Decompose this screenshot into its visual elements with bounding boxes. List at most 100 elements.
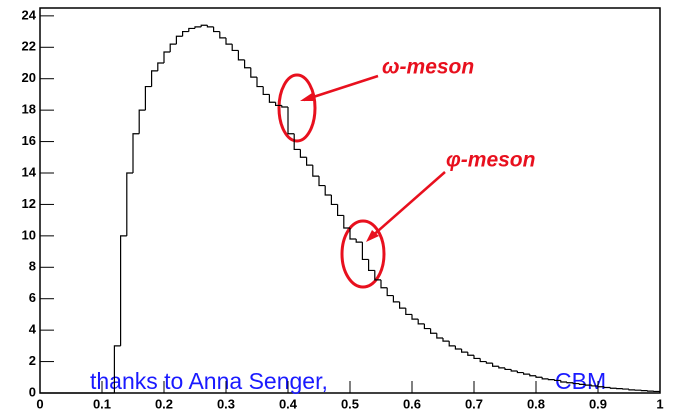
- histogram-bin: [467, 352, 474, 356]
- y-tick-label: 4: [29, 322, 37, 337]
- histogram-bin: [151, 70, 158, 87]
- histogram-bin: [448, 341, 456, 347]
- x-tick-label: 0.6: [403, 396, 421, 411]
- histogram-bin: [175, 35, 183, 45]
- histogram-bin: [578, 383, 586, 385]
- histogram-bin: [157, 62, 164, 71]
- histogram-bin: [479, 358, 487, 363]
- histogram-bin: [572, 382, 580, 385]
- histogram-bin: [349, 228, 357, 240]
- histogram-bin: [510, 369, 518, 372]
- histogram-bin: [188, 27, 195, 32]
- histogram-bin: [337, 204, 344, 217]
- x-tick-label: 1: [656, 396, 663, 411]
- histogram-bin: [312, 165, 319, 177]
- histogram-bin: [244, 59, 251, 69]
- histogram-bin: [585, 384, 592, 386]
- histogram-bin: [454, 345, 462, 350]
- histogram-bin: [529, 374, 536, 377]
- x-tick-label: 0.4: [279, 396, 298, 411]
- histogram-bin: [417, 319, 425, 325]
- histogram-bin: [138, 109, 146, 134]
- phi-arrow: [369, 171, 446, 239]
- x-tick-label: 0.2: [155, 396, 173, 411]
- histogram-bin: [399, 301, 406, 309]
- histogram-bin: [485, 361, 493, 364]
- y-tick-label: 16: [22, 133, 36, 148]
- histogram-bin: [120, 235, 127, 346]
- histogram-bin: [194, 26, 202, 29]
- histogram-bin: [268, 94, 276, 103]
- histogram-bin: [436, 333, 443, 339]
- histogram-bin: [169, 43, 177, 52]
- histogram-bin: [609, 387, 617, 389]
- histogram-bin: [498, 366, 505, 369]
- histogram-bin: [461, 349, 468, 353]
- histogram-bin: [256, 77, 264, 88]
- omega-arrowhead: [300, 93, 314, 101]
- histogram-bin: [281, 105, 288, 108]
- histogram-bin: [442, 338, 450, 342]
- phi-arrowhead: [366, 230, 379, 242]
- histogram-bin: [492, 363, 499, 367]
- histogram-bin: [405, 308, 412, 316]
- histogram-bin: [386, 287, 394, 297]
- histogram-bin: [411, 314, 419, 320]
- histogram-bin: [423, 323, 431, 330]
- y-tick-label: 0: [29, 384, 36, 399]
- histogram-bin: [566, 382, 574, 384]
- histogram-bin: [547, 378, 555, 381]
- histogram-bin: [287, 107, 295, 135]
- histogram-bin: [144, 85, 152, 111]
- omega-ellipse: [277, 73, 317, 143]
- histogram-bin: [380, 279, 388, 289]
- histogram-bin: [597, 385, 605, 388]
- histogram-bin: [523, 372, 530, 375]
- histogram-bin: [225, 37, 233, 45]
- histogram-bin: [504, 367, 512, 371]
- histogram-bin: [132, 133, 140, 173]
- histogram-bin: [473, 355, 481, 360]
- histogram-bin: [299, 149, 307, 158]
- x-tick-label: 0.9: [589, 396, 607, 411]
- y-tick-label: 10: [22, 227, 36, 242]
- histogram-bin: [113, 345, 121, 393]
- histogram-bin: [293, 133, 301, 151]
- histogram-bin: [591, 385, 598, 387]
- histogram-bin: [430, 328, 437, 334]
- y-tick-label: 2: [29, 353, 36, 368]
- histogram-bin: [361, 242, 369, 261]
- y-tick-label: 12: [22, 196, 36, 211]
- y-tick-label: 6: [29, 290, 36, 305]
- histogram-bin: [163, 51, 171, 63]
- histogram-bin: [318, 176, 326, 187]
- x-tick-label: 0.8: [527, 396, 545, 411]
- x-tick-label: 0: [36, 396, 43, 411]
- histogram-bin: [392, 295, 400, 303]
- y-tick-label: 20: [22, 70, 36, 85]
- x-tick-label: 0.7: [465, 396, 483, 411]
- histogram-bin: [250, 67, 257, 78]
- histogram-bin: [330, 195, 338, 206]
- x-tick-label: 0.3: [217, 396, 235, 411]
- y-tick-label: 18: [22, 102, 36, 117]
- histogram-bin: [535, 375, 543, 378]
- annotation: ω-meson: [382, 56, 474, 79]
- y-tick-label: 22: [22, 39, 36, 54]
- y-tick-label: 8: [29, 259, 36, 274]
- histogram-bin: [343, 215, 350, 229]
- x-tick-label: 0.1: [93, 396, 111, 411]
- histogram-bin: [306, 157, 313, 166]
- histogram-bin: [516, 371, 524, 374]
- histogram-bin: [374, 270, 381, 281]
- omega-arrow: [303, 74, 379, 102]
- histogram-bin: [603, 386, 611, 389]
- histogram-bin: [231, 44, 239, 52]
- histogram-bin: [324, 185, 332, 196]
- histogram-bin: [206, 25, 214, 28]
- histogram-bin: [219, 31, 226, 39]
- plot-frame: [39, 7, 661, 394]
- histogram-bin: [560, 380, 567, 383]
- histogram-bin: [355, 239, 363, 243]
